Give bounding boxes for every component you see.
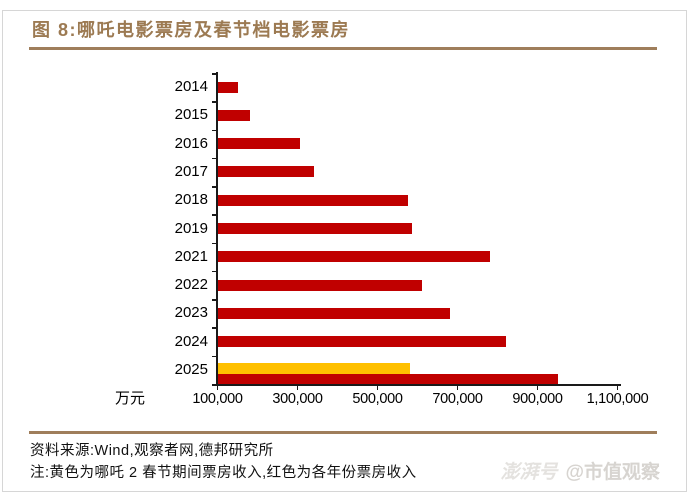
x-axis-label: 500,000 [352, 391, 403, 407]
bar-boxoffice-2021 [217, 251, 490, 263]
y-axis-label-2015: 2015 [174, 106, 208, 124]
bar-boxoffice-2018 [217, 194, 408, 206]
y-axis-label-2021: 2021 [174, 247, 208, 265]
x-axis-label: 100,000 [192, 391, 243, 407]
y-axis-label-2019: 2019 [174, 219, 208, 237]
watermark-logo: 澎湃号 [500, 462, 558, 483]
y-axis-tick [211, 157, 217, 160]
axis-unit-label: 万元 [114, 390, 145, 407]
y-axis-label-2023: 2023 [174, 304, 208, 322]
y-axis-label-2022: 2022 [174, 276, 208, 294]
x-axis-tick [216, 384, 219, 390]
watermark: 澎湃号 @市值观察 [500, 457, 660, 484]
x-axis-tick [616, 384, 619, 390]
y-axis-label-2024: 2024 [174, 332, 208, 350]
y-axis-label-2025: 2025 [174, 360, 208, 378]
y-axis-tick [211, 270, 217, 273]
y-axis-tick [211, 355, 217, 358]
bar-boxoffice-2025 [217, 373, 558, 385]
bar-chart: 万元 2014 2015 2016 2017 2018 2019 2021 2022 2023 2… [114, 72, 649, 407]
x-axis-line [211, 384, 621, 386]
x-axis-label: 300,000 [272, 391, 323, 407]
bar-boxoffice-2014 [217, 81, 238, 93]
bar-boxoffice-2017 [217, 166, 314, 178]
y-axis-label-2018: 2018 [174, 191, 208, 209]
x-axis-label: 700,000 [432, 391, 483, 407]
y-axis-tick [211, 73, 217, 75]
figure-title: 图 8:哪吒电影票房及春节档电影票房 [32, 20, 351, 40]
x-axis-tick [456, 384, 459, 390]
x-axis-label: 900,000 [512, 391, 563, 407]
watermark-handle: @市值观察 [565, 462, 660, 483]
y-axis-tick [211, 214, 217, 216]
title-divider [29, 47, 657, 50]
bar-boxoffice-2022 [217, 279, 422, 291]
y-axis-tick [211, 101, 217, 103]
x-axis-tick [376, 384, 379, 390]
x-axis-tick [296, 384, 299, 390]
y-axis-tick [211, 186, 217, 188]
bar-boxoffice-2019 [217, 223, 412, 234]
source-line: 资料来源:Wind,观察者网,德邦研究所 [30, 443, 274, 459]
note-line: 注:黄色为哪吒 2 春节期间票房收入,红色为各年份票房收入 [30, 465, 417, 481]
bar-nezha-2025 [217, 362, 410, 374]
y-axis-tick [211, 299, 217, 301]
y-axis-label-2016: 2016 [174, 134, 208, 152]
y-axis-label-2014: 2014 [174, 78, 208, 96]
bar-boxoffice-2015 [217, 109, 250, 121]
bar-boxoffice-2024 [217, 336, 506, 348]
footer-divider [29, 431, 657, 434]
y-axis-line [216, 72, 218, 385]
bar-boxoffice-2023 [217, 307, 450, 319]
y-axis-tick [211, 242, 217, 245]
x-axis-tick [536, 384, 539, 390]
x-axis-label: 1,100,000 [586, 391, 649, 407]
bar-boxoffice-2016 [217, 138, 300, 150]
y-axis-tick [211, 129, 217, 132]
y-axis-label-2017: 2017 [174, 162, 208, 180]
y-axis-tick [211, 327, 217, 329]
